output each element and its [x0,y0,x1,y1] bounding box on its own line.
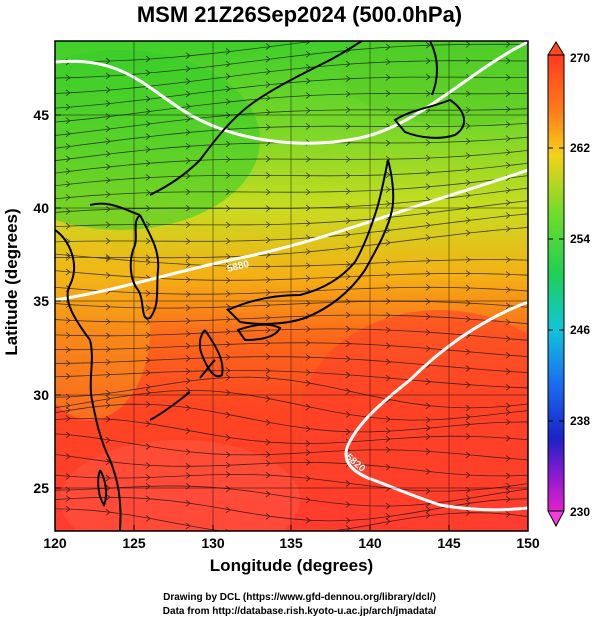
y-tick-label: 25 [33,480,49,496]
y-tick-label: 40 [33,200,49,216]
credit-data: Data from http://database.rish.kyoto-u.a… [162,606,437,617]
y-tick-label: 35 [33,293,49,309]
height-contours [55,41,528,512]
colorbar-tick-label: 270 [570,51,590,65]
x-tick-label: 120 [43,535,67,551]
colorbar-tick-label: 254 [570,232,590,246]
colorbar-tick-label: 230 [570,505,590,519]
y-axis-label: Latitude (degrees) [2,208,21,356]
credit-drawing: Drawing by DCL (https://www.gfd-dennou.o… [163,592,436,603]
x-tick-label: 150 [516,535,540,551]
colorbar-tick-label: 262 [570,141,590,155]
x-tick-label: 135 [279,535,303,551]
x-axis-label: Longitude (degrees) [209,556,374,575]
colorbar: 270 262 254 246 238 230 [547,41,590,528]
x-tick-label: 145 [437,535,461,551]
x-tick-label: 125 [122,535,146,551]
chart-title: MSM 21Z26Sep2024 (500.0hPa) [136,2,463,27]
colorbar-tick-label: 238 [570,414,590,428]
coastlines [55,41,465,531]
x-tick-label: 130 [201,535,225,551]
y-tick-label: 45 [33,107,49,123]
y-tick-label: 30 [33,387,49,403]
grid-lines [55,41,528,531]
colorbar-tick-label: 246 [570,323,590,337]
x-tick-label: 140 [358,535,382,551]
temperature-field: 5880 5820 [55,41,528,531]
contour-label: 5880 [226,259,251,275]
